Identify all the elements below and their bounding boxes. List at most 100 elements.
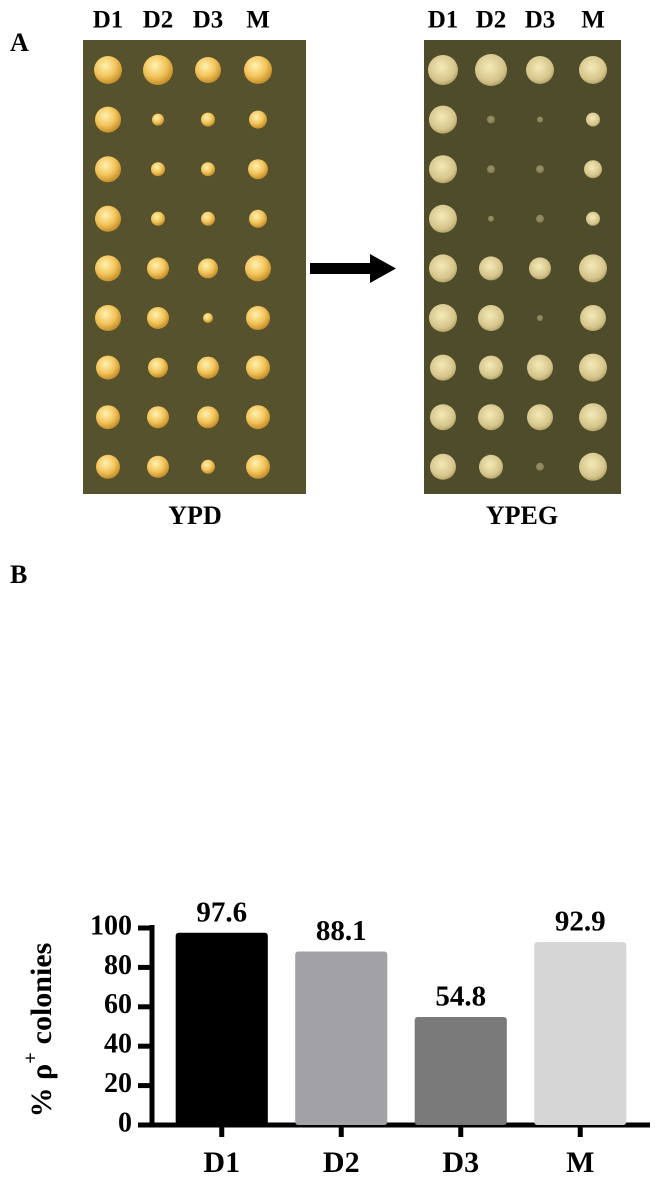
value-label: 88.1 (316, 915, 367, 947)
colony (198, 258, 218, 279)
y-label-rest: colonies (25, 943, 58, 1045)
value-label: 92.9 (555, 906, 606, 938)
bar (175, 932, 268, 1125)
colony (527, 354, 553, 381)
arrow (310, 254, 396, 283)
y-tick-label: 100 (90, 910, 132, 941)
value-label: 54.8 (435, 981, 486, 1013)
x-tick-label: M (566, 1146, 594, 1179)
colony (96, 355, 120, 380)
bar (534, 941, 627, 1125)
column-label: D2 (143, 7, 174, 34)
colony (487, 115, 495, 124)
colony (537, 315, 543, 321)
y-tick-label: 0 (118, 1107, 132, 1138)
x-tick-label: D1 (203, 1146, 240, 1179)
colony (478, 305, 504, 331)
colony (579, 403, 607, 432)
y-tick-label: 20 (104, 1068, 132, 1099)
colony (478, 404, 504, 431)
colony (201, 112, 215, 127)
colony (246, 355, 270, 380)
colony (147, 307, 169, 329)
colony (244, 56, 272, 84)
colony (147, 455, 169, 478)
x-tick-label: D3 (442, 1146, 479, 1179)
colony (479, 454, 503, 479)
colony (527, 404, 553, 431)
colony (475, 54, 507, 86)
colony (147, 257, 169, 280)
colony (203, 313, 213, 323)
colony (201, 162, 215, 177)
bar (295, 951, 388, 1125)
colony (536, 462, 544, 471)
bar (414, 1017, 507, 1125)
colony (586, 211, 600, 226)
colony (95, 205, 121, 232)
colony (245, 255, 271, 282)
colony (536, 165, 544, 174)
colony (249, 209, 267, 228)
colony (429, 204, 457, 233)
colony (143, 55, 173, 85)
colony (488, 215, 494, 222)
colony (246, 454, 270, 479)
colony (429, 304, 457, 332)
column-label: M (581, 7, 605, 34)
colony (579, 56, 607, 84)
column-label: M (246, 7, 270, 34)
colony (586, 112, 600, 127)
colony (152, 113, 164, 126)
y-tick-label: 80 (104, 950, 132, 981)
y-label-text: % ρ (25, 1064, 58, 1118)
colony (536, 214, 544, 223)
colony (579, 452, 607, 481)
colony (537, 116, 543, 123)
colony (430, 354, 456, 381)
colony (246, 405, 270, 430)
colony (246, 306, 270, 330)
y-axis-label: % ρ+ colonies (20, 943, 58, 1118)
colony (430, 453, 456, 480)
colony (148, 357, 168, 378)
colony (95, 106, 121, 133)
colony (151, 211, 165, 226)
colony (249, 110, 267, 129)
colony (197, 406, 219, 429)
colony (428, 55, 458, 85)
colony (529, 257, 551, 280)
column-label: D1 (93, 7, 124, 34)
colony (579, 254, 607, 283)
column-label: D3 (193, 7, 224, 34)
column-label: D2 (476, 7, 507, 34)
colony (201, 211, 215, 226)
colony (96, 454, 120, 479)
colony (430, 404, 456, 431)
column-label: D3 (525, 7, 556, 34)
colony (94, 56, 122, 84)
colony (201, 459, 215, 474)
colony (479, 355, 503, 380)
colony (96, 405, 120, 430)
colony (580, 305, 606, 331)
colony (479, 256, 503, 281)
panel-label: B (10, 560, 27, 589)
value-label: 97.6 (196, 896, 247, 928)
colony (248, 159, 268, 180)
y-tick-label: 40 (104, 1029, 132, 1060)
colony (526, 56, 554, 84)
colony (584, 160, 602, 179)
colony (429, 254, 457, 283)
colony (579, 353, 607, 382)
colony (147, 406, 169, 429)
panel-label: A (10, 28, 29, 57)
column-label: D1 (428, 7, 459, 34)
colony (95, 156, 121, 183)
colony (95, 255, 121, 282)
y-tick-label: 60 (104, 989, 132, 1020)
colony (487, 165, 495, 174)
y-label-sup: + (20, 1052, 42, 1063)
colony (151, 162, 165, 177)
